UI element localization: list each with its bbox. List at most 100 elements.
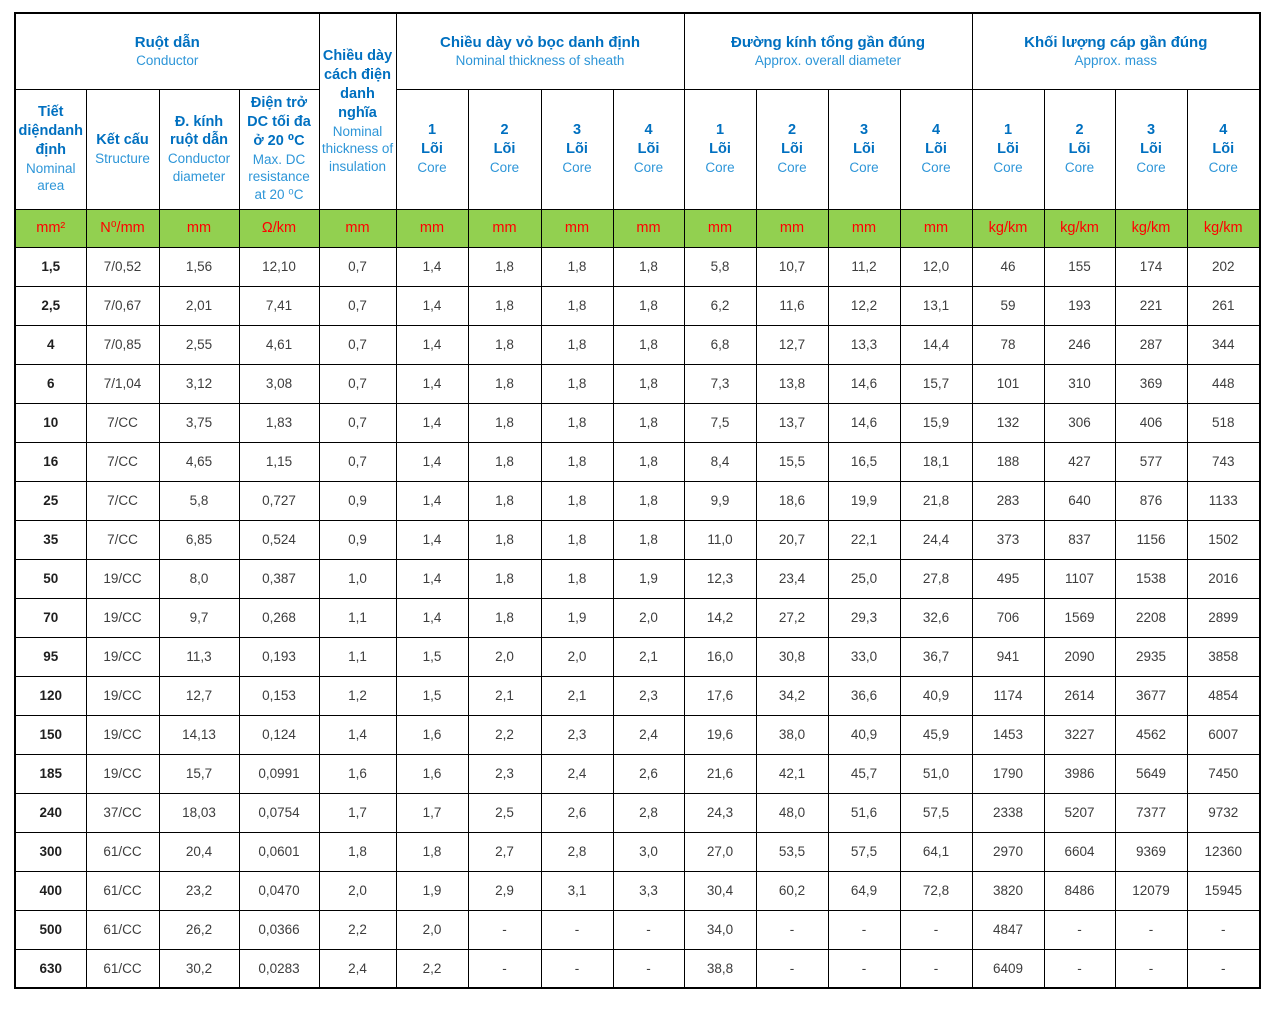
core-count-label: 2 Lõi xyxy=(781,122,803,158)
table-cell: 406 xyxy=(1114,402,1188,443)
unit-cell: kg/km xyxy=(971,208,1045,248)
table-cell: 1,1 xyxy=(318,597,397,638)
table-cell: 7/CC xyxy=(85,402,160,443)
table-cell: 2338 xyxy=(971,792,1045,833)
table-cell: 1,9 xyxy=(612,558,685,599)
table-cell: 2614 xyxy=(1043,675,1116,716)
table-cell: 37/CC xyxy=(85,792,160,833)
row-header-cell: 4 xyxy=(14,324,87,365)
unit-cell: kg/km xyxy=(1186,208,1261,248)
table-cell: 1,4 xyxy=(395,441,469,482)
table-cell: 706 xyxy=(971,597,1045,638)
table-cell: 30,4 xyxy=(683,870,757,911)
table-cell: 0,153 xyxy=(238,675,320,716)
table-cell: 51,6 xyxy=(827,792,901,833)
table-cell: 19,9 xyxy=(827,480,901,521)
table-cell: 14,4 xyxy=(899,324,973,365)
table-cell: 2970 xyxy=(971,831,1045,872)
table-cell: 1107 xyxy=(1043,558,1116,599)
core-label-en: Core xyxy=(1064,160,1095,176)
column-header-structure: Kết cấu Structure xyxy=(85,88,160,210)
core-count-label: 2 Lõi xyxy=(493,122,516,158)
core-count-label: 3 Lõi xyxy=(853,122,875,158)
table-cell: - xyxy=(467,909,542,950)
table-cell: 5207 xyxy=(1043,792,1116,833)
row-header-cell: 300 xyxy=(14,831,87,872)
table-cell: 30,8 xyxy=(755,636,829,677)
table-cell: 12360 xyxy=(1186,831,1261,872)
row-header-cell: 240 xyxy=(14,792,87,833)
table-cell: 26,2 xyxy=(158,909,240,950)
table-cell: 188 xyxy=(971,441,1045,482)
table-cell: 5,8 xyxy=(158,480,240,521)
table-cell: 21,6 xyxy=(683,753,757,794)
table-cell: 1,9 xyxy=(395,870,469,911)
table-cell: 12,7 xyxy=(158,675,240,716)
core-label-en: Core xyxy=(921,160,951,176)
table-cell: 4,61 xyxy=(238,324,320,365)
table-cell: 53,5 xyxy=(755,831,829,872)
table-cell: - xyxy=(755,909,829,950)
table-cell: 2,1 xyxy=(467,675,542,716)
table-cell: - xyxy=(1043,948,1116,989)
table-cell: 2,3 xyxy=(540,714,614,755)
table-cell: 64,9 xyxy=(827,870,901,911)
table-cell: 3986 xyxy=(1043,753,1116,794)
table-cell: 202 xyxy=(1186,246,1261,287)
table-cell: 1,8 xyxy=(467,324,542,365)
table-cell: 427 xyxy=(1043,441,1116,482)
core-column-header: 3 Lõi Core xyxy=(827,88,901,210)
table-cell: 9,9 xyxy=(683,480,757,521)
table-cell: 0,0366 xyxy=(238,909,320,950)
table-cell: 1,8 xyxy=(540,246,614,287)
table-cell: 18,03 xyxy=(158,792,240,833)
table-cell: - xyxy=(899,948,973,989)
table-cell: 11,6 xyxy=(755,285,829,326)
column-title-vi: Tiết diệndanh định xyxy=(18,104,83,158)
core-column-header: 1 Lõi Core xyxy=(683,88,757,210)
table-cell: 34,0 xyxy=(683,909,757,950)
table-row: 630 61/CC 30,2 0,0283 2,4 2,2- - -38,8- - -6409- -… xyxy=(14,948,1261,989)
table-cell: 29,3 xyxy=(827,597,901,638)
table-cell: 1,6 xyxy=(395,753,469,794)
table-cell: 12,7 xyxy=(755,324,829,365)
table-cell: 1,1 xyxy=(318,636,397,677)
table-cell: 38,0 xyxy=(755,714,829,755)
table-cell: - xyxy=(467,948,542,989)
table-cell: 0,524 xyxy=(238,519,320,560)
table-cell: 1,8 xyxy=(467,363,542,404)
table-cell: 23,2 xyxy=(158,870,240,911)
core-count-label: 3 Lõi xyxy=(1140,122,1162,158)
table-cell: 1,8 xyxy=(612,519,685,560)
table-cell: 14,6 xyxy=(827,363,901,404)
table-cell: 2090 xyxy=(1043,636,1116,677)
core-column-header: 1 Lõi Core xyxy=(395,88,469,210)
table-cell: 2,0 xyxy=(612,597,685,638)
group-title-vi: Ruột dẫn xyxy=(134,33,200,51)
table-cell: 15945 xyxy=(1186,870,1261,911)
column-title-en: Max. DC resistance at 20 ⁰C xyxy=(248,151,310,203)
table-cell: 20,4 xyxy=(158,831,240,872)
table-cell: 22,1 xyxy=(827,519,901,560)
table-cell: 1,8 xyxy=(467,246,542,287)
row-header-cell: 400 xyxy=(14,870,87,911)
table-cell: 7377 xyxy=(1114,792,1188,833)
table-cell: 1,8 xyxy=(467,519,542,560)
table-cell: 7/CC xyxy=(85,480,160,521)
cable-spec-table: Ruột dẫn Conductor Chiều dày cách điện d… xyxy=(14,12,1262,989)
table-cell: 10,7 xyxy=(755,246,829,287)
core-column-header: 4 Lõi Core xyxy=(612,88,685,210)
table-cell: 1,8 xyxy=(467,558,542,599)
table-cell: 1,8 xyxy=(467,285,542,326)
group-header-diameter: Đường kính tổng gần đúng Approx. overall… xyxy=(683,12,973,90)
table-cell: 1,8 xyxy=(540,480,614,521)
row-header-cell: 16 xyxy=(14,441,87,482)
table-cell: 15,7 xyxy=(158,753,240,794)
table-cell: 7/0,67 xyxy=(85,285,160,326)
column-header-conductor-diameter: Đ. kính ruột dẫn Conductor diameter xyxy=(158,88,240,210)
column-title-en: Nominal area xyxy=(25,160,76,194)
table-row: 500 61/CC 26,2 0,0366 2,2 2,0- - -34,0- - -4847- -… xyxy=(14,909,1261,950)
table-cell: 20,7 xyxy=(755,519,829,560)
table-cell: 0,7 xyxy=(318,363,397,404)
